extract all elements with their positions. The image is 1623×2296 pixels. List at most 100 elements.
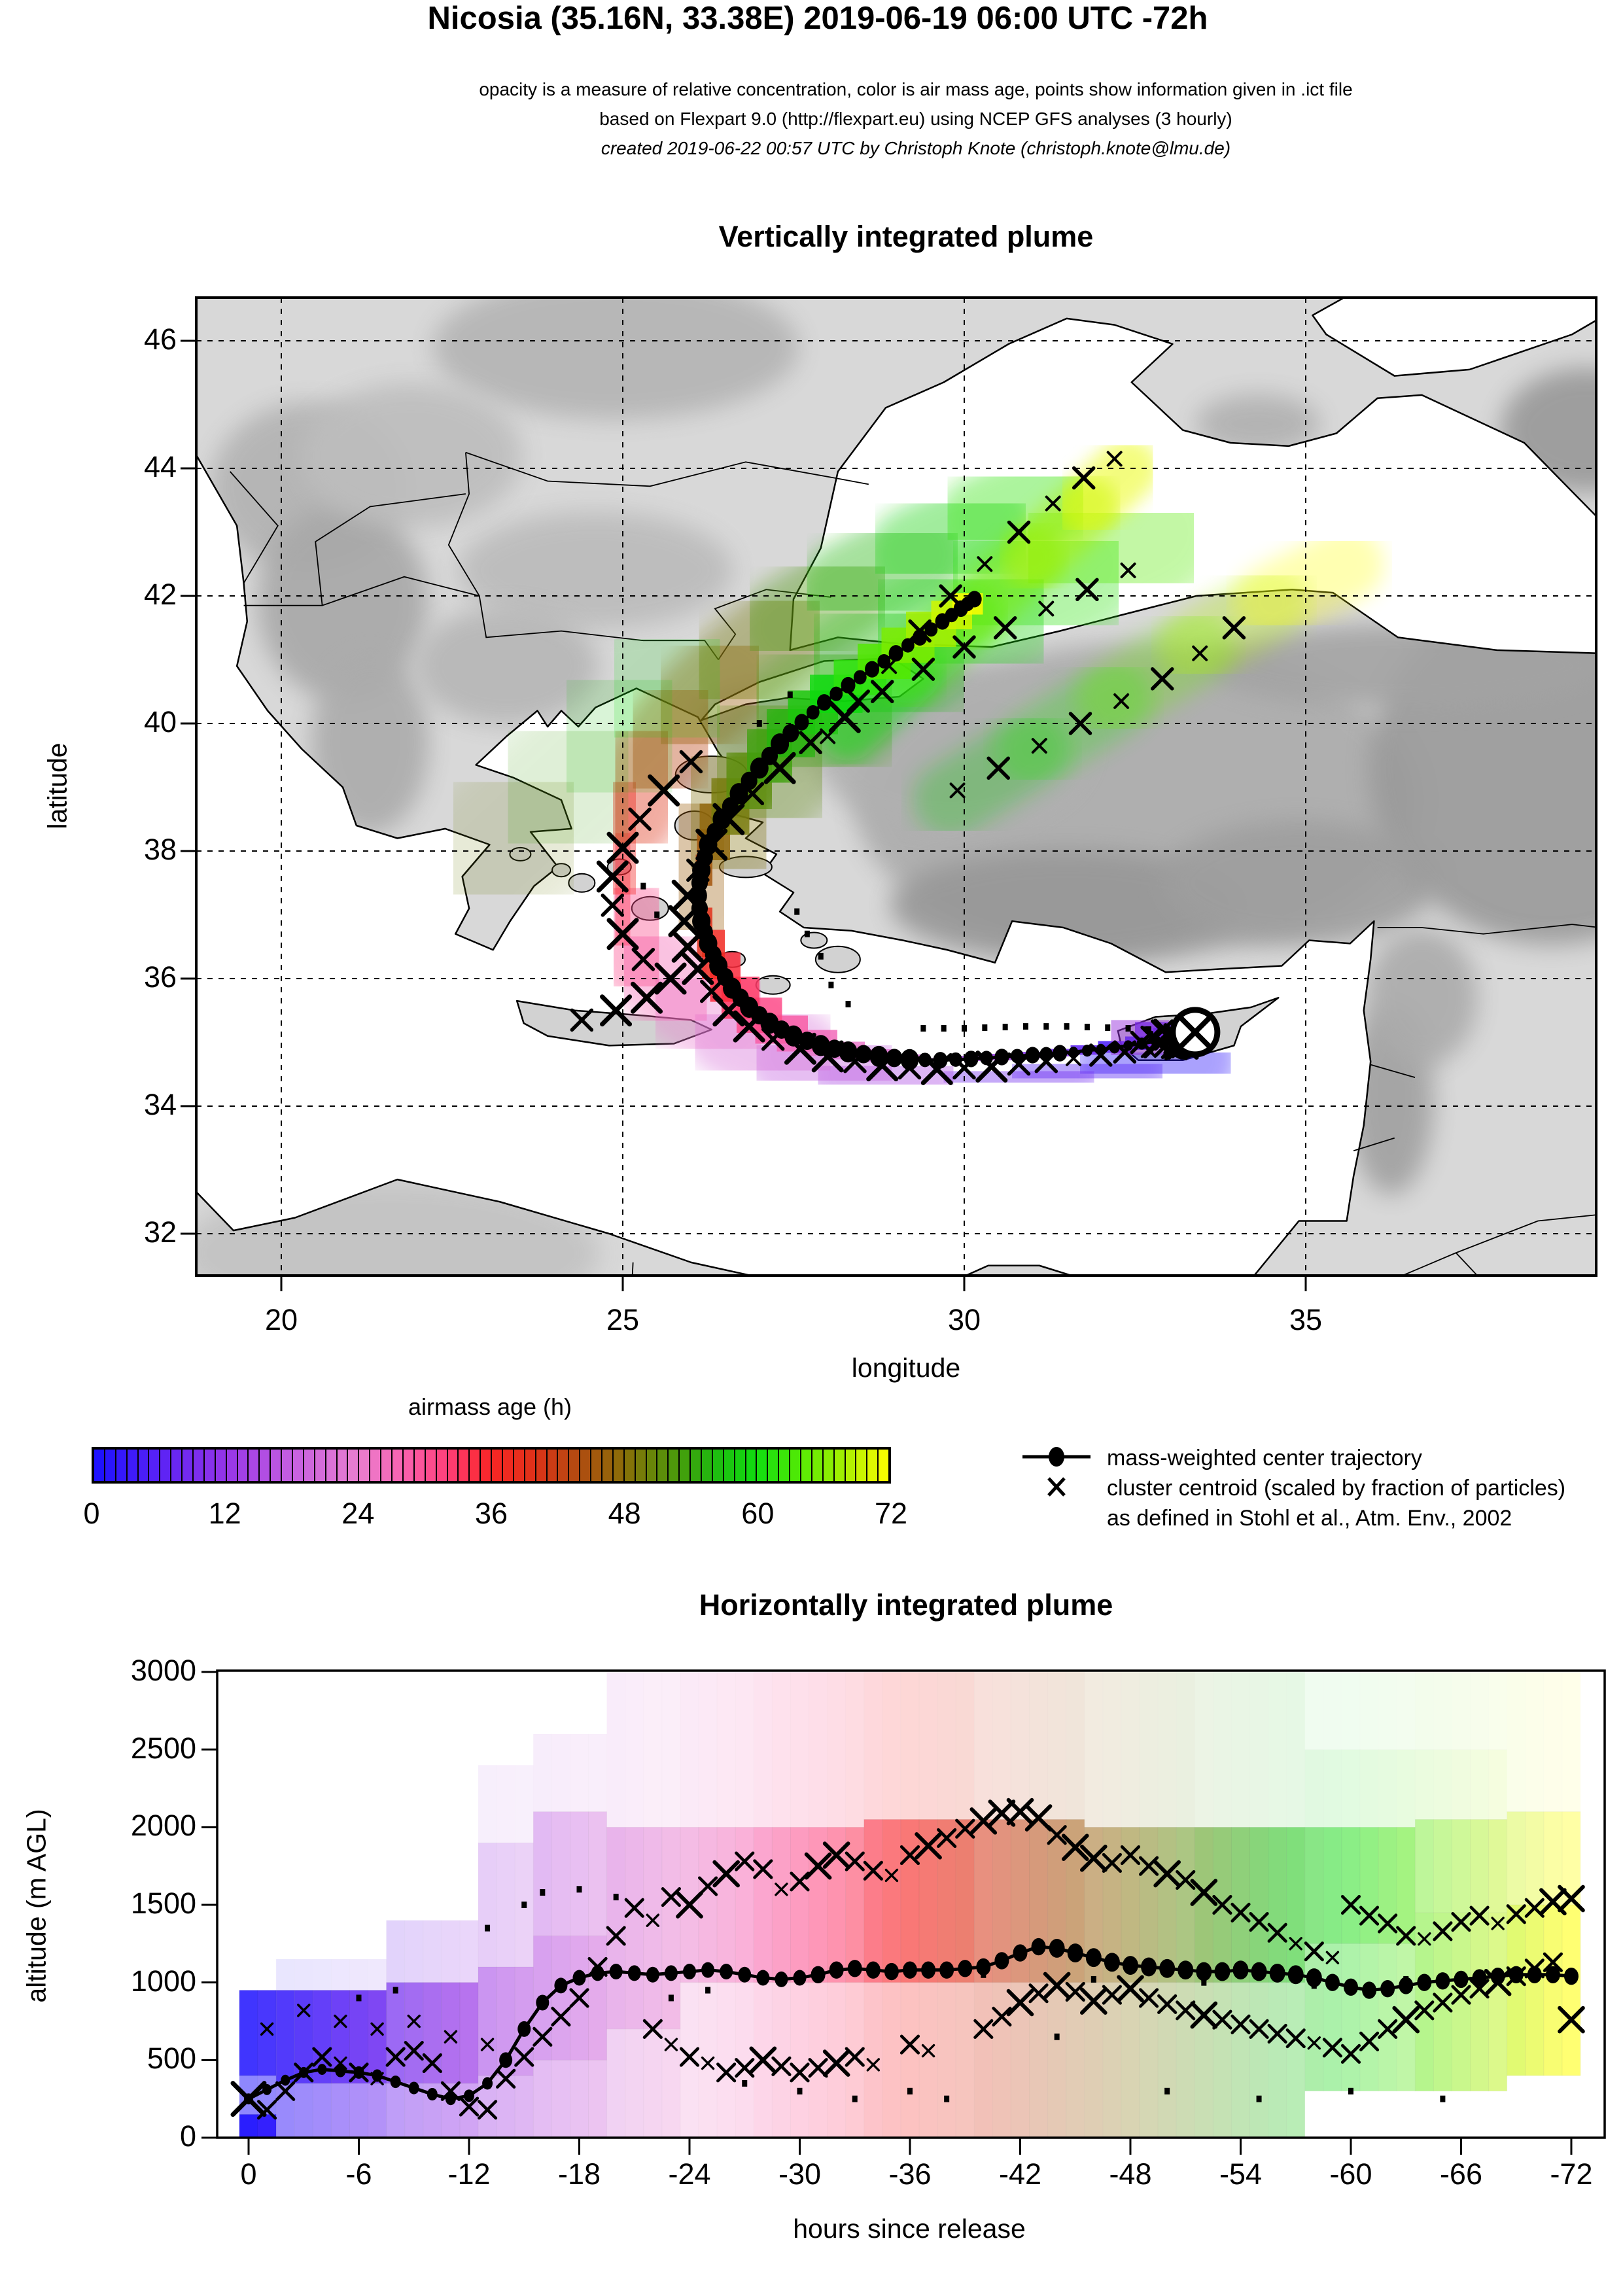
colorbar-cell <box>402 1450 413 1481</box>
colorbar-cell <box>281 1450 292 1481</box>
map-y-tick-40: 40 <box>143 705 177 739</box>
colorbar-cell <box>546 1450 557 1481</box>
alt-x-axis-title: hours since release <box>793 2214 1026 2244</box>
colorbar-cell <box>722 1450 734 1481</box>
colorbar-cell <box>369 1450 381 1481</box>
colorbar-cell <box>468 1450 480 1481</box>
alt-x-tick--66: -66 <box>1439 2157 1482 2191</box>
alt-x-tick--60: -60 <box>1329 2157 1372 2191</box>
colorbar-cell <box>601 1450 612 1481</box>
colorbar-cell <box>181 1450 193 1481</box>
colorbar-cell <box>313 1450 325 1481</box>
colorbar-cell <box>94 1450 104 1481</box>
map-plot-title: Vertically integrated plume <box>718 220 1094 253</box>
colorbar-cell <box>192 1450 203 1481</box>
alt-y-tick-1500: 1500 <box>130 1887 196 1920</box>
colorbar-tick-36: 36 <box>474 1497 508 1530</box>
map-y-tick-42: 42 <box>143 578 177 611</box>
colorbar-cell <box>645 1450 657 1481</box>
colorbar-cell <box>822 1450 833 1481</box>
alt-y-tick-1000: 1000 <box>130 1964 196 1998</box>
legend-entry-reference: as defined in Stohl et al., Atm. Env., 2… <box>1107 1506 1512 1531</box>
colorbar-tick-72: 72 <box>874 1497 908 1530</box>
subtitle-opacity-note: opacity is a measure of relative concent… <box>479 79 1353 99</box>
colorbar-cell <box>756 1450 767 1481</box>
map-y-tick-38: 38 <box>143 833 177 866</box>
alt-x-tick--18: -18 <box>557 2157 601 2191</box>
alt-x-tick--72: -72 <box>1550 2157 1593 2191</box>
map-y-tick-36: 36 <box>143 960 177 994</box>
colorbar-cell <box>413 1450 425 1481</box>
colorbar-cell <box>347 1450 358 1481</box>
colorbar-cell <box>380 1450 392 1481</box>
colorbar-cell <box>789 1450 800 1481</box>
colorbar-tick-12: 12 <box>208 1497 241 1530</box>
colorbar-cell <box>457 1450 469 1481</box>
colorbar-cell <box>358 1450 370 1481</box>
colorbar-cell <box>689 1450 701 1481</box>
colorbar-cell <box>137 1450 148 1481</box>
map-x-tick-30: 30 <box>947 1303 981 1336</box>
colorbar-cell <box>114 1450 126 1481</box>
alt-y-axis-title: altitude (m AGL) <box>21 1809 52 2003</box>
colorbar-cell <box>855 1450 867 1481</box>
colorbar-cell <box>534 1450 546 1481</box>
colorbar-cell <box>480 1450 491 1481</box>
colorbar <box>92 1447 891 1484</box>
colorbar-cell <box>336 1450 347 1481</box>
map-x-tick-25: 25 <box>606 1303 640 1336</box>
colorbar-cell <box>292 1450 303 1481</box>
subtitle-created-note: created 2019-06-22 00:57 UTC by Christop… <box>601 138 1231 158</box>
colorbar-cell <box>667 1450 679 1481</box>
map-canvas <box>181 296 1597 1291</box>
map-y-axis-title: latitude <box>42 742 73 829</box>
map-y-tick-32: 32 <box>143 1215 177 1249</box>
alt-y-tick-2500: 2500 <box>130 1731 196 1765</box>
legend-symbols <box>1022 1447 1091 1497</box>
colorbar-cell <box>501 1450 513 1481</box>
colorbar-cell <box>634 1450 646 1481</box>
colorbar-cell <box>258 1450 270 1481</box>
alt-x-tick--6: -6 <box>345 2157 372 2191</box>
colorbar-cell <box>512 1450 524 1481</box>
alt-x-tick--12: -12 <box>447 2157 491 2191</box>
map-layers <box>196 298 1596 1276</box>
alt-x-tick--36: -36 <box>888 2157 932 2191</box>
alt-x-tick--24: -24 <box>668 2157 711 2191</box>
alt-y-tick-0: 0 <box>179 2119 196 2153</box>
colorbar-cell <box>656 1450 668 1481</box>
colorbar-title: airmass age (h) <box>408 1393 572 1420</box>
colorbar-cell <box>733 1450 745 1481</box>
colorbar-cell <box>612 1450 623 1481</box>
colorbar-cell <box>711 1450 723 1481</box>
colorbar-cell <box>302 1450 314 1481</box>
colorbar-cell <box>590 1450 601 1481</box>
colorbar-cell <box>579 1450 591 1481</box>
colorbar-cell <box>844 1450 856 1481</box>
alt-x-tick--42: -42 <box>998 2157 1041 2191</box>
colorbar-cell <box>270 1450 281 1481</box>
colorbar-cell <box>324 1450 336 1481</box>
map-y-tick-34: 34 <box>143 1088 177 1121</box>
cluster-centroid-symbol <box>1047 1477 1066 1497</box>
alt-y-tick-3000: 3000 <box>130 1654 196 1687</box>
colorbar-cell <box>103 1450 115 1481</box>
alt-x-tick--30: -30 <box>778 2157 821 2191</box>
colorbar-cell <box>148 1450 160 1481</box>
colorbar-cell <box>424 1450 436 1481</box>
colorbar-cell <box>126 1450 137 1481</box>
alt-x-tick--54: -54 <box>1219 2157 1262 2191</box>
trajectory-line-symbol <box>1022 1447 1091 1467</box>
colorbar-cell <box>767 1450 778 1481</box>
map-x-axis-title: longitude <box>851 1353 961 1383</box>
colorbar-cell <box>811 1450 822 1481</box>
colorbar-cell <box>866 1450 878 1481</box>
colorbar-cell <box>877 1450 889 1481</box>
colorbar-cell <box>557 1450 568 1481</box>
alt-y-tick-2000: 2000 <box>130 1809 196 1843</box>
colorbar-cell <box>491 1450 502 1481</box>
colorbar-cell <box>678 1450 690 1481</box>
release-marker <box>1170 1007 1221 1058</box>
colorbar-cell <box>800 1450 811 1481</box>
